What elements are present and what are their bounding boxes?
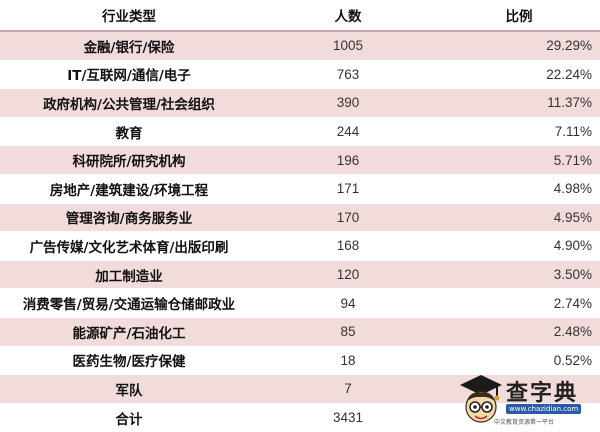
cell-industry: 加工制造业 <box>95 268 163 285</box>
cell-industry: 房地产/建筑建设/环境工程 <box>49 182 209 199</box>
cell-count: 7 <box>344 381 352 397</box>
cell-count: 3431 <box>332 410 364 426</box>
cell-industry: 广告传媒/文化艺术体育/出版印刷 <box>29 239 229 256</box>
cell-industry: 军队 <box>115 382 143 399</box>
table-row: 合计 3431 <box>0 403 600 432</box>
cell-ratio: 4.95% <box>553 209 592 225</box>
cell-count: 196 <box>336 152 360 168</box>
table-row: 管理咨询/商务服务业 170 4.95% <box>0 203 600 233</box>
cell-count: 85 <box>340 324 356 340</box>
table-row: 能源矿产/石油化工 85 2.48% <box>0 317 600 347</box>
table-row: 加工制造业 120 3.50% <box>0 260 600 290</box>
cell-ratio: 7.11% <box>554 124 592 140</box>
cell-count: 120 <box>336 267 360 283</box>
cell-ratio: 4.90% <box>553 238 592 254</box>
cell-ratio: 2.48% <box>553 324 592 340</box>
cell-ratio: 3.50% <box>553 267 592 283</box>
cell-count: 390 <box>336 95 360 111</box>
table-header-row: 行业类型 人数 比例 <box>0 0 600 32</box>
cell-count: 94 <box>340 295 356 311</box>
cell-count: 171 <box>336 181 360 197</box>
table-body: 金融/银行/保险 1005 29.29% IT/互联网/通信/电子 763 22.24% 政… <box>0 32 600 432</box>
table-row: 政府机构/公共管理/社会组织 390 11.37% <box>0 89 600 118</box>
table-row: 房地产/建筑建设/环境工程 171 4.98% <box>0 174 600 204</box>
cell-ratio: 4.98% <box>553 181 592 197</box>
cell-count: 170 <box>336 209 360 225</box>
cell-industry: 能源矿产/石油化工 <box>72 325 186 342</box>
cell-ratio: 2.74% <box>553 295 592 311</box>
cell-industry: 消费零售/贸易/交通运输仓储邮政业 <box>22 297 236 314</box>
cell-industry: IT/互联网/通信/电子 <box>67 68 191 85</box>
cell-count: 168 <box>336 238 360 254</box>
cell-industry: 管理咨询/商务服务业 <box>65 211 193 228</box>
cell-industry: 政府机构/公共管理/社会组织 <box>43 96 215 113</box>
cell-industry: 科研院所/研究机构 <box>72 154 186 171</box>
header-count: 人数 <box>334 9 362 25</box>
cell-ratio: 29.29% <box>546 38 592 54</box>
header-industry: 行业类型 <box>102 9 156 25</box>
cell-count: 1005 <box>332 38 364 54</box>
cell-industry: 金融/银行/保险 <box>83 39 175 56</box>
table-row: 医药生物/医疗保健 18 0.52% <box>0 346 600 376</box>
table-row: 军队 7 <box>0 375 600 404</box>
table-row: IT/互联网/通信/电子 763 22.24% <box>0 60 600 90</box>
cell-ratio: 11.37% <box>547 95 592 111</box>
cell-industry: 教育 <box>115 125 143 142</box>
table-row: 教育 244 7.11% <box>0 117 600 147</box>
header-ratio: 比例 <box>505 9 533 25</box>
table-row: 广告传媒/文化艺术体育/出版印刷 168 4.90% <box>0 232 600 261</box>
cell-ratio: 0.52% <box>553 352 592 368</box>
cell-ratio: 22.24% <box>546 66 592 82</box>
cell-ratio: 5.71% <box>553 152 592 168</box>
cell-count: 763 <box>336 66 360 82</box>
table-row: 科研院所/研究机构 196 5.71% <box>0 146 600 175</box>
cell-industry: 合计 <box>115 411 143 428</box>
cell-count: 244 <box>336 124 360 140</box>
table-row: 消费零售/贸易/交通运输仓储邮政业 94 2.74% <box>0 289 600 318</box>
cell-count: 18 <box>340 352 356 368</box>
cell-industry: 医药生物/医疗保健 <box>72 354 186 371</box>
table-row: 金融/银行/保险 1005 29.29% <box>0 32 600 61</box>
